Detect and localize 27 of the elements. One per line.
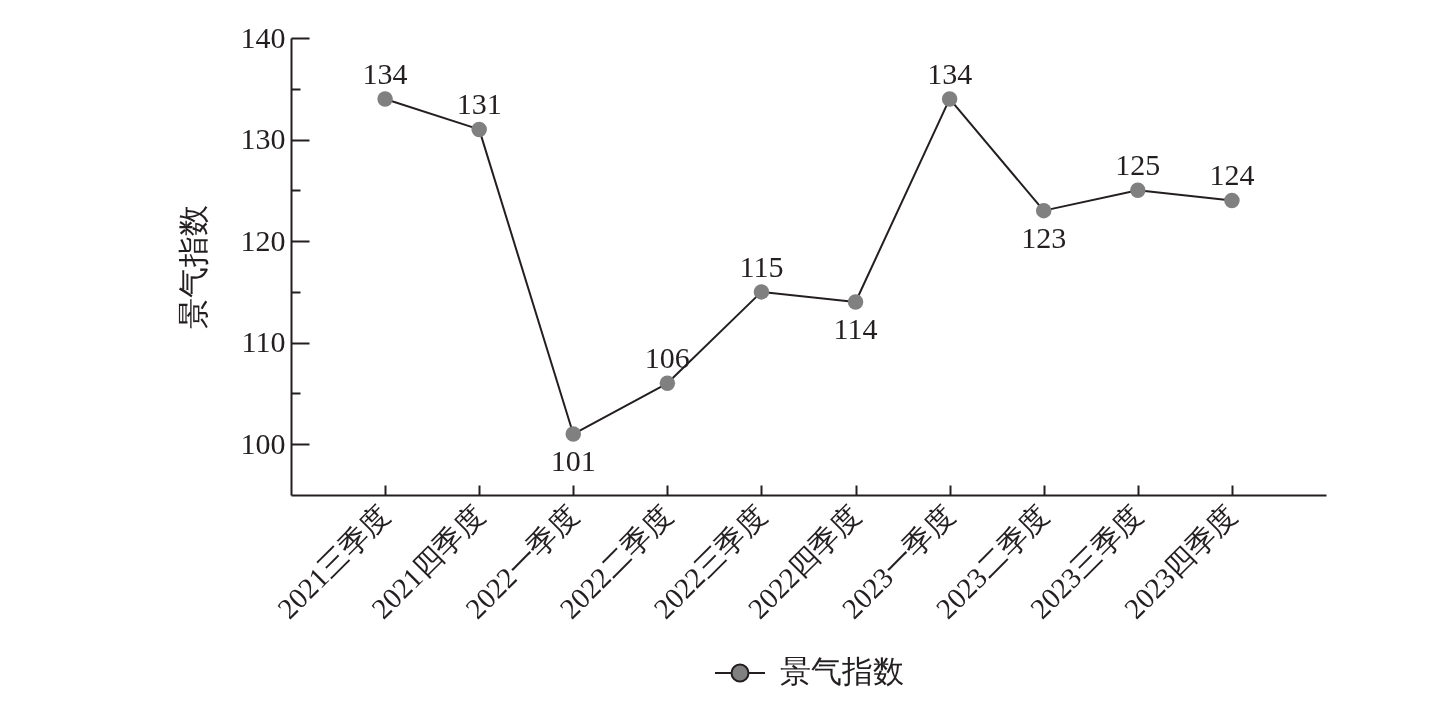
data-label: 115 [739, 249, 784, 283]
data-label: 124 [1209, 158, 1255, 192]
point [565, 426, 582, 442]
data-label: 134 [927, 56, 973, 90]
y-tick-label: 120 [240, 223, 286, 257]
data-label: 114 [833, 312, 878, 346]
point [1035, 202, 1052, 219]
data-label: 134 [362, 56, 408, 90]
data-label: 123 [1021, 220, 1067, 254]
point [659, 375, 676, 392]
data-label: 131 [456, 87, 502, 121]
y-tick-label: 130 [240, 122, 286, 156]
y-axis-title: 景气指数 [175, 205, 211, 329]
y-tick-label: 110 [241, 325, 286, 359]
y-tick-label: 140 [240, 20, 286, 54]
data-label: 106 [644, 341, 690, 375]
point [471, 121, 487, 138]
data-label: 101 [550, 444, 596, 478]
point [941, 91, 958, 107]
point [1130, 182, 1146, 199]
data-label: 125 [1115, 148, 1161, 182]
point [377, 91, 393, 107]
legend-label: 景气指数 [780, 654, 904, 689]
point [753, 284, 770, 300]
point [847, 294, 864, 310]
y-tick-label: 100 [240, 426, 286, 460]
point [1224, 192, 1240, 209]
